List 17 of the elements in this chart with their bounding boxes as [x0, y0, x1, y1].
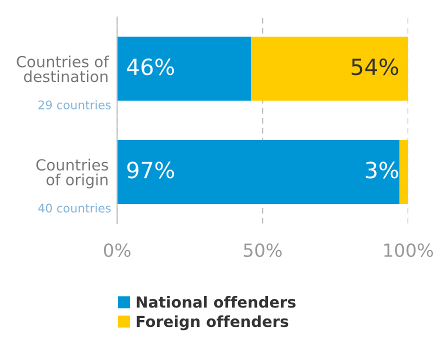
bar — [399, 140, 408, 204]
y-tick-label: Countries of destination — [16, 56, 110, 82]
x-tick-label: 100% — [384, 243, 433, 258]
x-tick-label: 0% — [104, 243, 130, 258]
text: 40 countries — [38, 203, 111, 213]
bar — [117, 140, 400, 204]
x-tick-label: 50% — [244, 243, 282, 258]
data-label: 3% — [366, 162, 398, 178]
bar — [250, 36, 408, 101]
y-tick-label: Countries of origin — [36, 158, 108, 188]
legend-label: National offenders — [136, 296, 296, 308]
legend-label: Foreign offenders — [136, 315, 288, 330]
bar — [117, 36, 251, 101]
text: 29 countries — [38, 100, 111, 110]
data-label: 46% — [126, 58, 174, 76]
data-label: 54% — [352, 58, 398, 76]
data-label: 97% — [127, 162, 174, 178]
